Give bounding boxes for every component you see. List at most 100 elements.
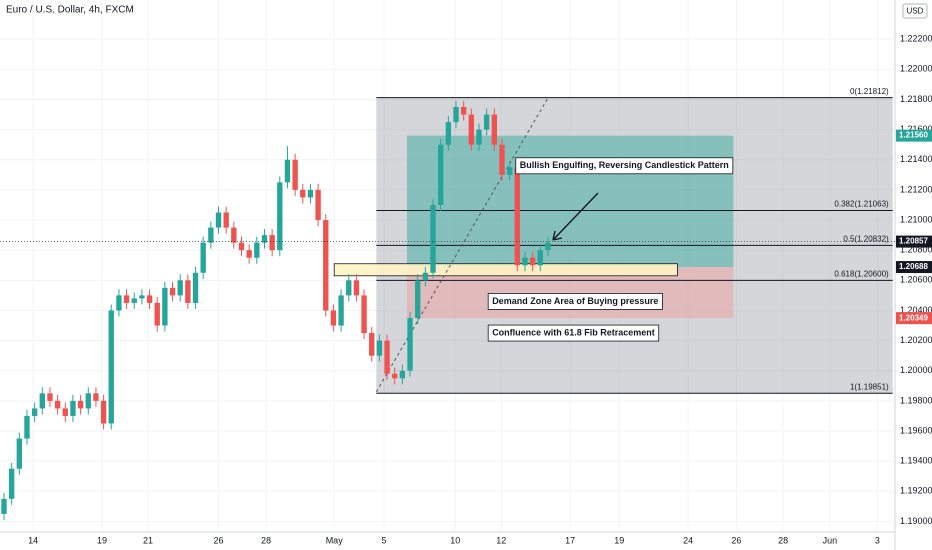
y-tick-label: 1.19400 <box>900 456 932 466</box>
annotation-box <box>487 293 663 310</box>
x-tick-label: 12 <box>496 535 506 545</box>
candle-body <box>231 227 237 243</box>
candle-body <box>445 122 452 145</box>
candle-body <box>307 189 314 198</box>
candle-body <box>361 295 367 334</box>
y-tick-label: 1.20600 <box>900 275 932 285</box>
overlays: 0(1.21812) 0.382(1.21063) 0.5(1.20832) 0.61… <box>333 87 893 394</box>
y-tick-label: 1.20200 <box>900 335 932 345</box>
candle-body <box>529 257 536 266</box>
candle-body <box>62 408 68 416</box>
candle-body <box>8 468 15 499</box>
candle-body <box>200 242 206 273</box>
candle-body <box>376 340 383 356</box>
candle-body <box>353 280 360 296</box>
candles <box>1 100 551 520</box>
y-tick-label: 1.20400 <box>900 305 932 315</box>
fib-label: 0.5(1.20832) <box>843 234 889 243</box>
y-tick-label: 1.19000 <box>900 516 932 526</box>
y-tick-label: 1.19800 <box>900 395 932 405</box>
candle-body <box>399 370 406 379</box>
candle-body <box>269 235 275 251</box>
currency-box[interactable] <box>902 3 928 19</box>
price-label: 1.21560 <box>899 131 928 140</box>
zone <box>333 263 678 277</box>
candle-body <box>123 295 130 303</box>
y-tick-label: 1.21800 <box>900 94 932 104</box>
candle-body <box>384 340 390 374</box>
candle-body <box>246 250 252 258</box>
fib-label: 1(1.19851) <box>850 382 889 391</box>
candle-body <box>468 114 475 145</box>
price-label-box <box>896 129 932 142</box>
annotation-text: Demand Zone Area of Buying pressure <box>492 296 658 306</box>
annotation-text: Confluence with 61.8 Fib Retracement <box>492 327 655 337</box>
y-tick-label: 1.21400 <box>900 154 932 164</box>
candle-body <box>323 220 329 311</box>
candle-body <box>16 438 23 469</box>
candle-body <box>146 295 153 303</box>
candle-body <box>537 250 543 266</box>
candle-body <box>476 129 482 145</box>
candle-body <box>223 212 229 228</box>
candle-body <box>215 212 222 228</box>
y-tick-label: 1.20800 <box>900 245 932 255</box>
candle-body <box>506 167 513 175</box>
candle-body <box>499 144 505 175</box>
price-label-box <box>896 261 932 274</box>
candle-body <box>369 333 375 356</box>
x-tick-label: 26 <box>214 535 224 545</box>
annotation-text: Bullish Engulfing, Reversing Candlestick… <box>520 160 729 170</box>
candle-body <box>407 317 413 371</box>
candle-body <box>315 189 321 221</box>
x-tick-label: 24 <box>683 535 693 545</box>
candle-body <box>192 272 199 303</box>
candle-body <box>338 295 344 326</box>
candle-body <box>292 159 298 190</box>
candle-body <box>238 242 245 251</box>
price-label: 1.20688 <box>899 262 928 271</box>
candle-body <box>483 114 490 130</box>
candle-body <box>438 144 444 205</box>
candle-body <box>300 189 306 198</box>
x-tick-label: 26 <box>731 535 741 545</box>
annotation-box <box>487 324 660 342</box>
chart-title: Euro / U.S. Dollar, 4h, FXCM <box>6 5 134 16</box>
fib-label: 0(1.21812) <box>850 87 889 96</box>
price-label: 1.20349 <box>899 313 928 322</box>
y-tick-label: 1.22200 <box>900 34 932 44</box>
candle-body <box>208 227 214 243</box>
candle-body <box>261 235 268 243</box>
candle-body <box>522 257 528 266</box>
price-label: 1.20857 <box>899 237 928 246</box>
candle-body <box>460 107 467 115</box>
x-tick-label: 19 <box>614 535 624 545</box>
candle-body <box>254 242 260 258</box>
candle-body <box>154 302 160 326</box>
candle-body <box>392 373 398 379</box>
candle-body <box>54 400 61 409</box>
y-tick-label: 1.19600 <box>900 425 932 435</box>
x-tick-label: 19 <box>97 535 107 545</box>
candle-body <box>422 272 429 281</box>
annotation-box <box>515 157 734 175</box>
candle-body <box>85 393 91 409</box>
price-label-box <box>896 312 932 325</box>
y-tick-label: 1.21200 <box>900 184 932 194</box>
candle-body <box>277 182 283 251</box>
x-tick-label: 10 <box>450 535 460 545</box>
candle-body <box>77 400 84 409</box>
candle-body <box>39 393 45 409</box>
candle-body <box>131 298 137 303</box>
candle-body <box>185 280 191 303</box>
currency: USD <box>907 7 924 16</box>
zone <box>406 135 734 268</box>
candle-body <box>545 242 551 251</box>
x-tick-label: 14 <box>28 535 38 545</box>
fib-label: 0.618(1.20600) <box>834 269 889 278</box>
candle-body <box>453 107 459 123</box>
candle-body <box>430 204 436 273</box>
x-tick-label: 21 <box>143 535 153 545</box>
